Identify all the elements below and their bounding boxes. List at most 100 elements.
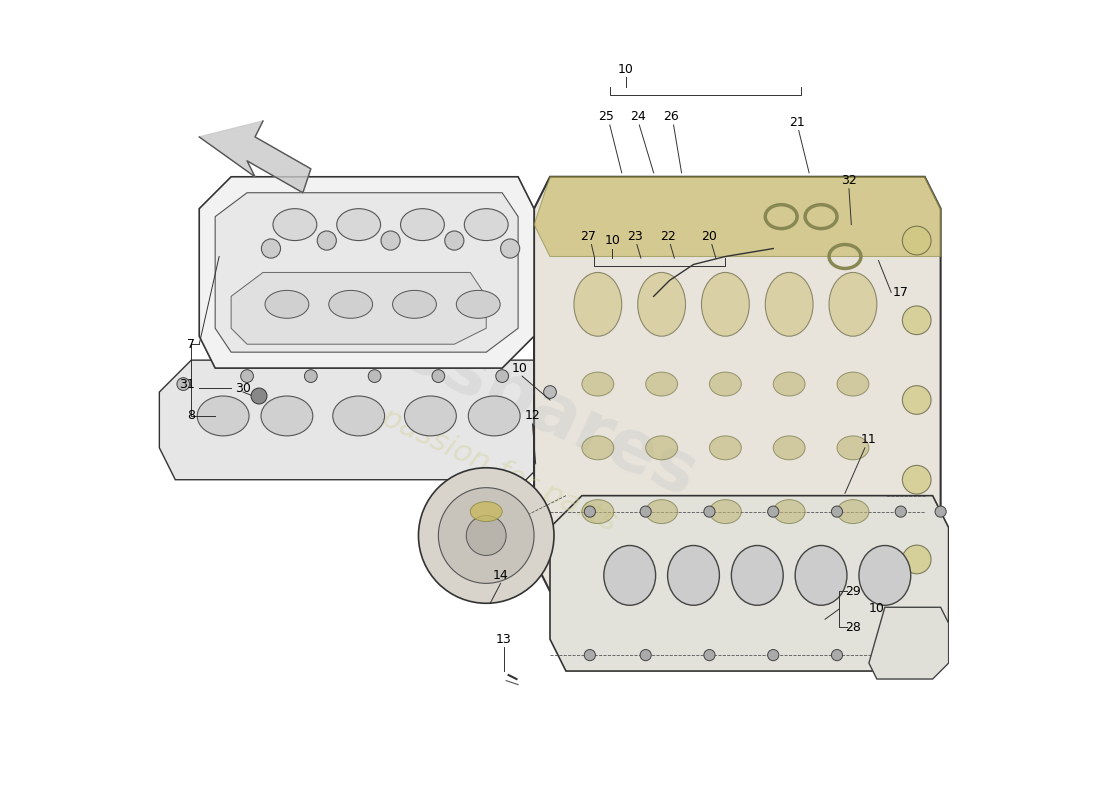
Circle shape: [500, 239, 519, 258]
Circle shape: [177, 378, 189, 390]
Ellipse shape: [197, 396, 249, 436]
Ellipse shape: [646, 372, 678, 396]
Text: 14: 14: [493, 569, 508, 582]
Text: 28: 28: [845, 621, 861, 634]
Circle shape: [368, 370, 381, 382]
Ellipse shape: [582, 500, 614, 523]
Circle shape: [444, 231, 464, 250]
Ellipse shape: [773, 436, 805, 460]
Polygon shape: [216, 193, 518, 352]
Circle shape: [768, 650, 779, 661]
Circle shape: [768, 506, 779, 517]
Circle shape: [305, 370, 317, 382]
Ellipse shape: [393, 290, 437, 318]
Ellipse shape: [646, 500, 678, 523]
Text: 30: 30: [235, 382, 251, 394]
Ellipse shape: [702, 273, 749, 336]
Ellipse shape: [837, 372, 869, 396]
Polygon shape: [535, 177, 940, 591]
Circle shape: [543, 386, 557, 398]
Ellipse shape: [732, 546, 783, 606]
Circle shape: [241, 370, 253, 382]
Text: 10: 10: [604, 234, 620, 247]
Ellipse shape: [405, 396, 456, 436]
Ellipse shape: [766, 273, 813, 336]
Ellipse shape: [829, 273, 877, 336]
Circle shape: [584, 506, 595, 517]
Circle shape: [902, 306, 931, 334]
Ellipse shape: [582, 372, 614, 396]
Circle shape: [895, 650, 906, 661]
Ellipse shape: [710, 500, 741, 523]
Text: 8: 8: [187, 410, 195, 422]
Polygon shape: [869, 607, 948, 679]
Circle shape: [902, 466, 931, 494]
Text: 26: 26: [663, 110, 679, 123]
Ellipse shape: [273, 209, 317, 241]
Ellipse shape: [469, 396, 520, 436]
Ellipse shape: [773, 372, 805, 396]
Text: 11: 11: [861, 434, 877, 446]
Polygon shape: [199, 121, 311, 193]
Circle shape: [902, 545, 931, 574]
Circle shape: [832, 650, 843, 661]
Polygon shape: [199, 177, 535, 368]
Polygon shape: [231, 273, 486, 344]
Circle shape: [895, 506, 906, 517]
Text: 7: 7: [187, 338, 195, 350]
Ellipse shape: [837, 436, 869, 460]
Circle shape: [251, 388, 267, 404]
Circle shape: [466, 515, 506, 555]
Ellipse shape: [333, 396, 385, 436]
Text: 17: 17: [893, 286, 909, 299]
Ellipse shape: [859, 546, 911, 606]
Ellipse shape: [456, 290, 501, 318]
Circle shape: [432, 370, 444, 382]
Text: 31: 31: [179, 378, 195, 390]
Ellipse shape: [329, 290, 373, 318]
Circle shape: [584, 650, 595, 661]
Circle shape: [935, 506, 946, 517]
Circle shape: [262, 239, 280, 258]
Ellipse shape: [400, 209, 444, 241]
Ellipse shape: [265, 290, 309, 318]
Ellipse shape: [710, 372, 741, 396]
Polygon shape: [535, 177, 940, 257]
Ellipse shape: [837, 500, 869, 523]
Ellipse shape: [773, 500, 805, 523]
Circle shape: [496, 370, 508, 382]
Polygon shape: [160, 360, 558, 480]
Ellipse shape: [582, 436, 614, 460]
Circle shape: [640, 650, 651, 661]
Circle shape: [704, 506, 715, 517]
Circle shape: [381, 231, 400, 250]
Ellipse shape: [638, 273, 685, 336]
Circle shape: [704, 650, 715, 661]
Circle shape: [640, 506, 651, 517]
Text: 20: 20: [702, 230, 717, 243]
Circle shape: [902, 226, 931, 255]
Circle shape: [935, 650, 946, 661]
Text: 10: 10: [512, 362, 528, 374]
Ellipse shape: [574, 273, 622, 336]
Ellipse shape: [604, 546, 656, 606]
Ellipse shape: [337, 209, 381, 241]
Circle shape: [418, 468, 554, 603]
Ellipse shape: [261, 396, 312, 436]
Circle shape: [832, 506, 843, 517]
Circle shape: [317, 231, 337, 250]
Polygon shape: [550, 496, 948, 671]
Text: 29: 29: [845, 585, 861, 598]
Text: 10: 10: [618, 62, 634, 76]
Text: 12: 12: [525, 410, 540, 422]
Ellipse shape: [471, 502, 503, 522]
Circle shape: [902, 386, 931, 414]
Ellipse shape: [668, 546, 719, 606]
Ellipse shape: [646, 436, 678, 460]
Ellipse shape: [464, 209, 508, 241]
Text: 32: 32: [842, 174, 857, 187]
Text: 27: 27: [581, 230, 596, 243]
Text: 22: 22: [660, 230, 675, 243]
Circle shape: [439, 488, 535, 583]
Ellipse shape: [795, 546, 847, 606]
